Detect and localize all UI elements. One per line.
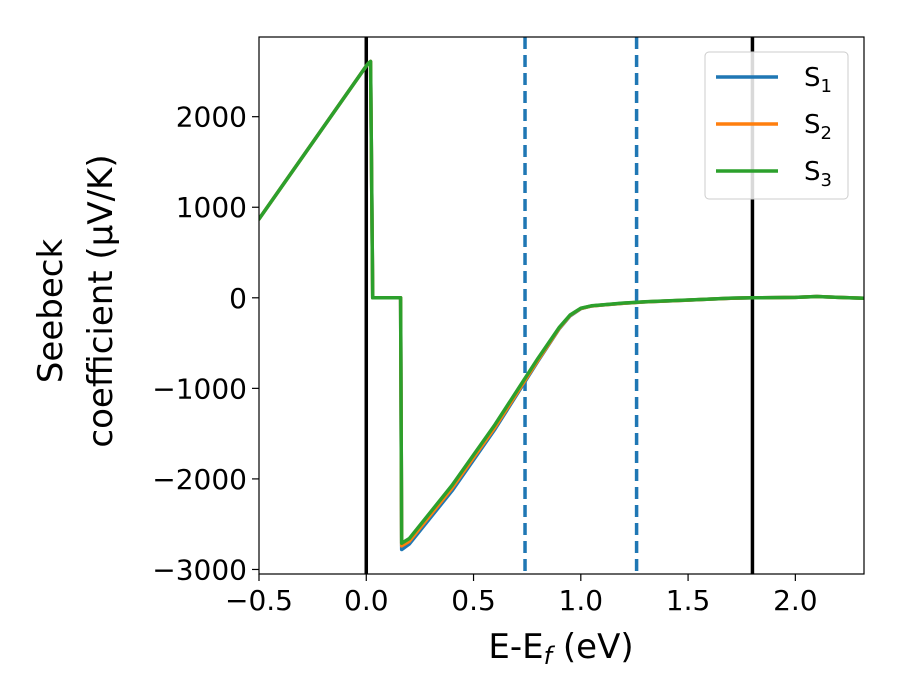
x-axis: −0.5 0.0 0.5 1.0 1.5 2.0 (225, 574, 818, 617)
x-tick-label: 1.0 (559, 584, 604, 617)
y-tick-label: 2000 (176, 101, 247, 134)
x-tick-label: −0.5 (225, 584, 293, 617)
legend-label-s2: S2 (804, 110, 832, 144)
y-axis: −3000 −2000 −1000 0 1000 2000 (152, 101, 259, 586)
y-tick-label: 1000 (176, 191, 247, 224)
y-tick-label: −2000 (152, 463, 247, 496)
x-tick-label: 0.0 (344, 584, 389, 617)
series-line-s3 (259, 59, 864, 545)
y-axis-label-line1: Seebeck (31, 239, 71, 384)
x-axis-label: E-Ef (eV) (488, 627, 633, 670)
series-lines (259, 59, 864, 552)
y-tick-label: −1000 (152, 372, 247, 405)
legend-label-s1: S1 (804, 63, 832, 97)
x-tick-label: 1.5 (666, 584, 711, 617)
x-tick-label: 2.0 (773, 584, 818, 617)
y-axis-label-line2: coefficient (μV/K) (81, 154, 121, 447)
y-tick-label: 0 (229, 282, 247, 315)
x-tick-label: 0.5 (451, 584, 496, 617)
y-tick-label: −3000 (152, 553, 247, 586)
plot-frame (258, 36, 865, 575)
legend: S1 S2 S3 (704, 51, 849, 200)
legend-label-s3: S3 (804, 157, 832, 191)
